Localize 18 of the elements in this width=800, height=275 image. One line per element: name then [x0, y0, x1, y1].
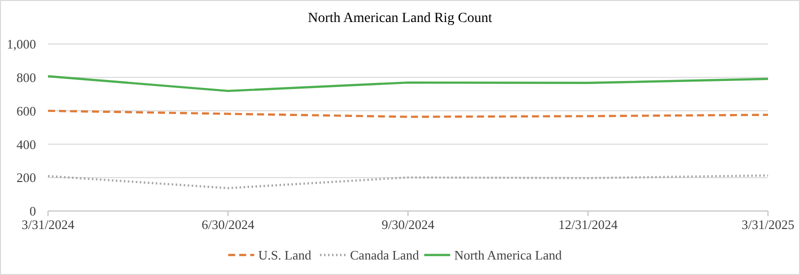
- x-tick-label: 3/31/2025: [742, 217, 794, 232]
- x-tick-label: 3/31/2024: [22, 217, 75, 232]
- y-tick-label: 400: [16, 136, 36, 152]
- line-series: [46, 174, 770, 190]
- x-tick-label: 6/30/2024: [202, 217, 255, 232]
- chart-title: North American Land Rig Count: [308, 11, 492, 26]
- x-tick-label: 12/31/2024: [558, 217, 618, 232]
- x-tick-label: 9/30/2024: [382, 217, 435, 232]
- y-tick-label: 600: [16, 103, 36, 118]
- line-series: [46, 110, 770, 118]
- y-tick-label: 0: [30, 204, 36, 219]
- y-tick-label: 1,000: [6, 36, 36, 52]
- legend-label: North America Land: [454, 248, 562, 263]
- y-tick-label: 800: [16, 70, 36, 85]
- line-series: [46, 75, 770, 92]
- legend-label: Canada Land: [350, 248, 420, 263]
- legend-label: U.S. Land: [258, 248, 312, 263]
- y-tick-label: 200: [16, 170, 36, 186]
